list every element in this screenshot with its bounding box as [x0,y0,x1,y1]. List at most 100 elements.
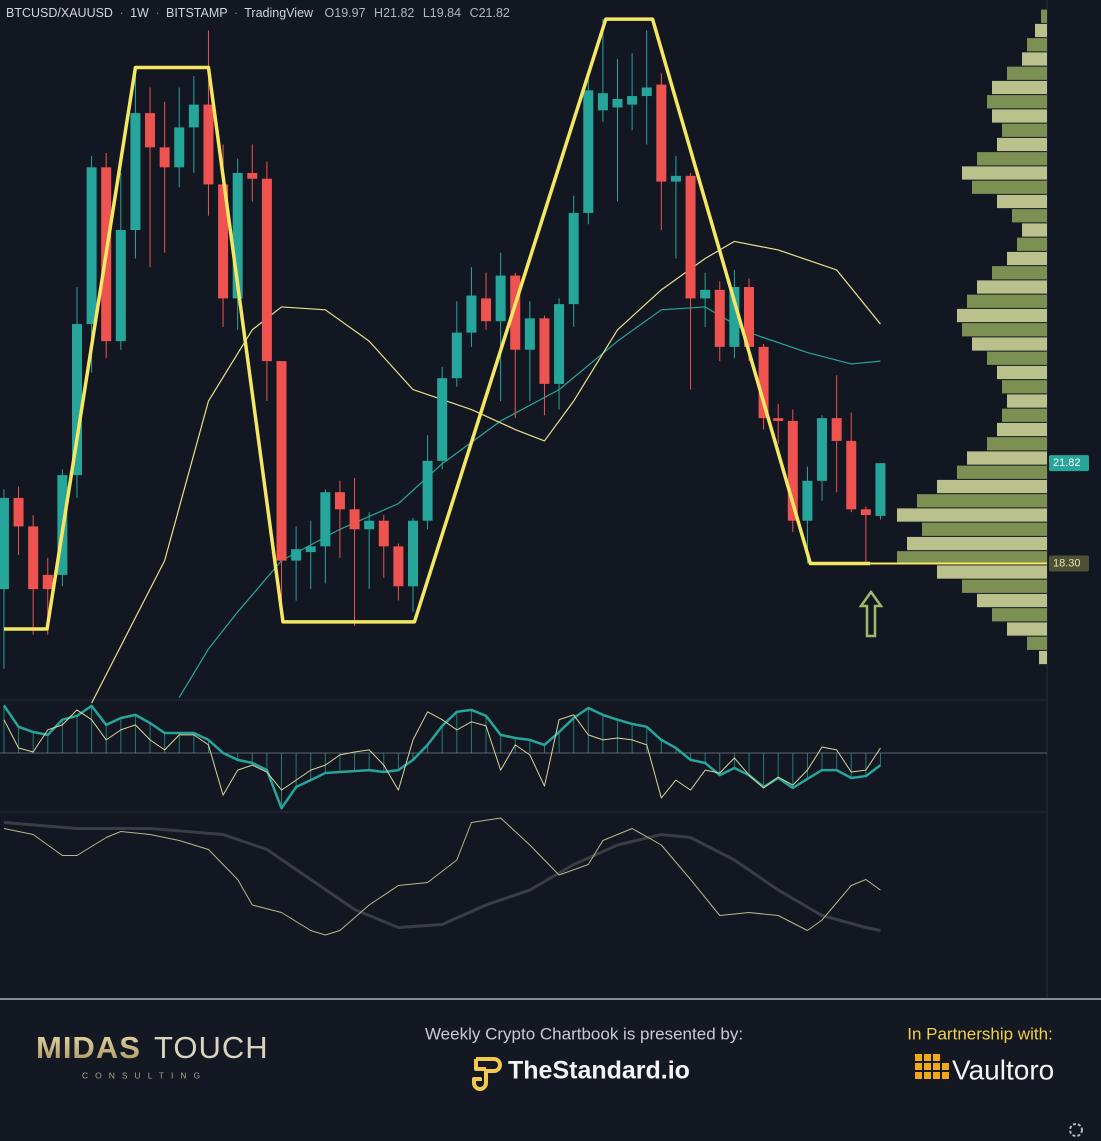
candle-body [787,420,798,521]
profile-bar [1007,622,1047,636]
candle-body [42,574,53,590]
separator: · [119,6,123,20]
candle-body [539,318,550,384]
profile-bar [1017,237,1047,251]
candle-body [612,98,623,108]
candle-body [218,184,229,299]
profile-bar [1022,52,1047,66]
candle-body [334,492,345,510]
ohlc-label: L [423,6,430,20]
profile-bar [1007,251,1047,266]
plot-layer [0,9,1047,936]
candle-body [28,526,39,590]
profile-bar [967,451,1047,465]
indicator-line [3,709,881,799]
candle-body [802,480,813,521]
sponsor-logo [472,1057,502,1091]
candle-body [700,289,711,299]
candle-body [758,346,769,419]
chart-header: BTCUSD/XAUUSD · 1W · BITSTAMP · TradingV… [6,6,510,20]
profile-bar [897,508,1047,522]
candle-body [510,275,521,350]
ohlc-value: 21.82 [479,6,510,20]
candle-body [261,178,272,362]
candle-body [0,497,9,590]
candle-body [846,440,857,510]
candle-body [349,509,360,530]
exchange: BITSTAMP [166,6,227,20]
profile-bar [907,536,1047,551]
moving-average [91,240,881,704]
profile-bar [992,109,1047,123]
candle-body [393,546,404,587]
candle-body [247,173,258,179]
profile-bar [987,95,1047,109]
profile-bar [997,422,1047,437]
candle-body [291,549,302,561]
profile-bar [1007,394,1047,408]
profile-bar [997,365,1047,380]
profile-bar [962,166,1047,180]
profile-bar [977,152,1047,166]
profile-bar [1002,408,1047,422]
candle-body [524,318,535,350]
candle-body [71,324,82,476]
ohlc-label: O [325,6,335,20]
candle-body [13,497,24,527]
profile-bar [922,522,1047,536]
profile-bar [917,494,1047,508]
profile-bar [1041,9,1047,23]
candle-body [451,332,462,379]
candle-body [437,378,448,461]
symbol: BTCUSD/XAUUSD [6,6,113,20]
candle-body [714,289,725,347]
brand-subtitle: CONSULTING [82,1070,207,1080]
pattern-line [3,17,871,631]
candle-body [159,147,170,168]
candle-body [305,546,316,553]
profile-bar [897,551,1047,565]
label-layer: 18.30 21.82 [1049,455,1089,572]
settings-icon[interactable] [1069,1123,1083,1137]
partner-label: In Partnership with: [907,1024,1053,1043]
indicator-line [3,821,881,932]
candle-body [685,175,696,299]
candle-body [495,275,506,322]
separator: · [234,6,238,20]
candle-body [597,93,608,111]
candle-body [817,418,828,481]
candle-body [86,167,97,325]
ohlc-value: 19.97 [334,6,365,20]
sponsor: TheStandard.io [508,1057,690,1085]
price-tag [1049,555,1089,572]
indicator-line [3,817,881,936]
candle-body [130,113,141,231]
presented-by: Weekly Crypto Chartbook is presented by: [425,1024,743,1043]
candle-body [670,175,681,182]
partner: Vaultoro [952,1054,1054,1085]
profile-bar [1022,223,1047,237]
candle-body [320,492,331,547]
ohlc-value: 21.82 [383,6,414,20]
candle-body [481,298,492,322]
profile-bar [972,337,1047,351]
interval: 1W [130,6,149,20]
profile-bar [957,465,1047,479]
profile-bar [967,294,1047,308]
ohlc-value: 19.84 [430,6,461,20]
profile-bar [957,308,1047,323]
candle-body [276,361,287,561]
price-tag-label: 18.30 [1053,557,1081,569]
footer: MIDAS TOUCH CONSULTING Weekly Crypto Cha… [0,998,1101,1114]
candle-body [364,520,375,530]
profile-bar [972,180,1047,194]
candle-body [583,90,594,213]
candle-body [641,87,652,97]
price-tag-label: 21.82 [1053,457,1081,469]
price-tag [1049,455,1089,472]
candle-body [860,509,871,516]
candle-body [831,418,842,441]
candle-body [554,304,565,384]
profile-bar [962,323,1047,337]
